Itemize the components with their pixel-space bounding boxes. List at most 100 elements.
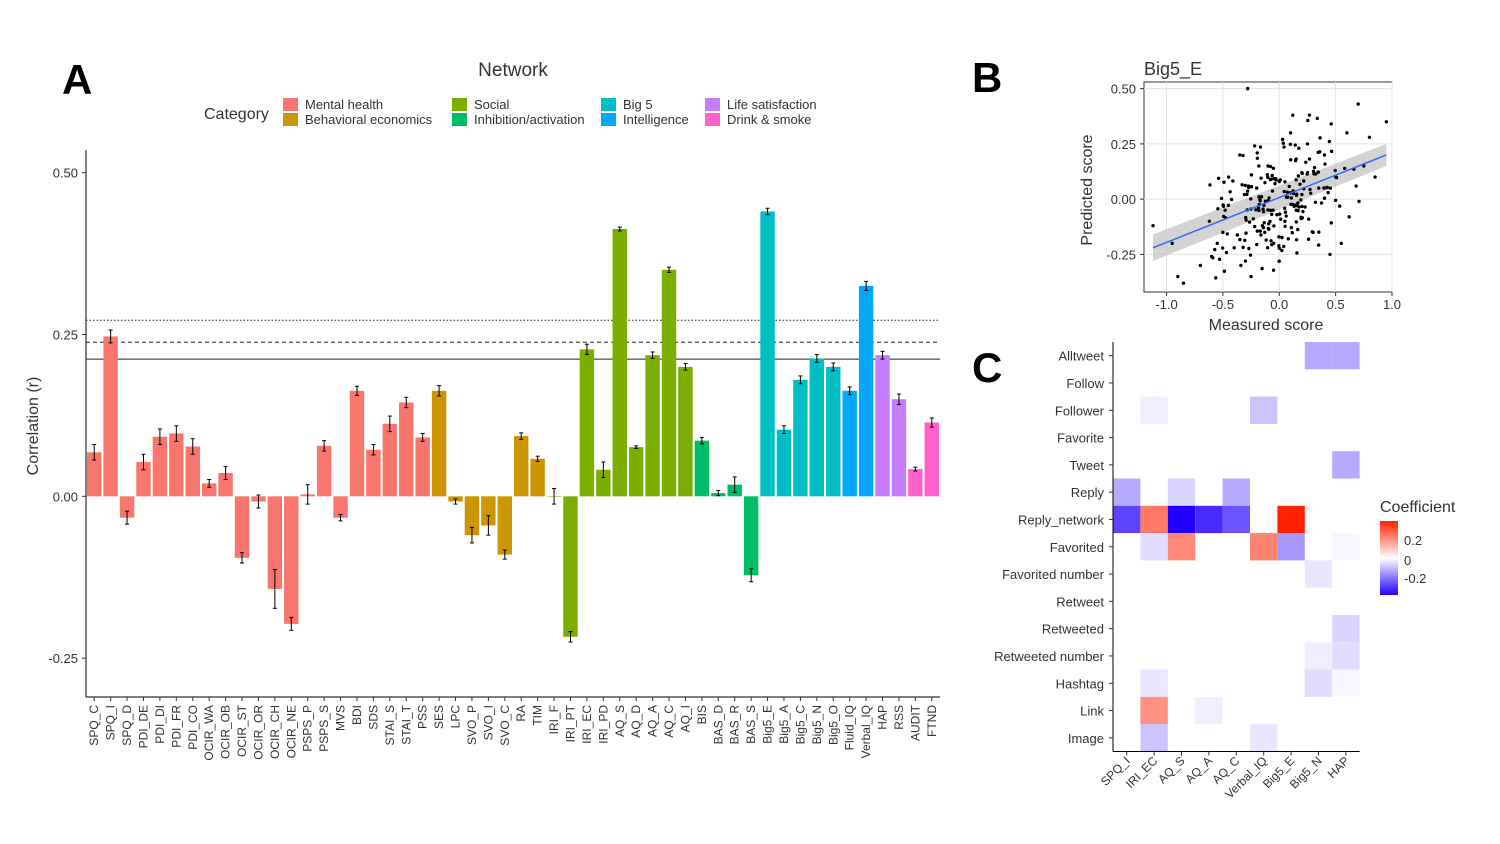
heatmap-cell: [1277, 505, 1305, 534]
legend-label: Inhibition/activation: [474, 112, 585, 127]
scatter-point: [1246, 86, 1250, 91]
x-tick-label: SVO_C: [498, 705, 512, 746]
fit-line: [1152, 154, 1387, 249]
scatter-point: [1300, 216, 1305, 220]
x-tick-label: PDI_CO: [186, 705, 200, 750]
scatter-point: [1338, 204, 1342, 208]
scatter-point: [1297, 146, 1301, 150]
row-label: Favorited: [1050, 540, 1104, 555]
scatter-point: [1265, 173, 1270, 177]
heatmap-cell: [1222, 505, 1250, 534]
scatter-point: [1305, 172, 1309, 176]
heatmap-cell: [1222, 478, 1250, 506]
x-tick-label: SES: [432, 705, 446, 729]
bar: [661, 269, 677, 497]
scatter-point: [1333, 168, 1337, 173]
scatter-point: [1280, 137, 1285, 142]
scatter-point: [1248, 253, 1253, 257]
row-label: Favorited number: [1002, 567, 1105, 582]
x-tick-label: BAS_D: [711, 705, 725, 745]
scatter-point: [1245, 192, 1249, 197]
bar: [431, 390, 447, 497]
scatter-point: [1241, 153, 1245, 158]
panel-label-c: C: [972, 344, 1002, 391]
scatter-point: [1213, 247, 1217, 252]
x-tick-label: PDI_DI: [153, 705, 167, 744]
scatter-point: [1259, 233, 1263, 237]
heatmap-cell: [1140, 505, 1168, 534]
y-tick-label: 0.25: [1111, 137, 1136, 152]
scatter-point: [1271, 268, 1276, 272]
scatter-point: [1283, 180, 1287, 184]
scatter-point: [1255, 186, 1259, 190]
row-label: Retweeted: [1042, 622, 1104, 637]
legend-label: Social: [474, 97, 510, 112]
scatter-point: [1257, 195, 1261, 199]
scatter-point: [1290, 231, 1295, 235]
x-tick-label: STAI_S: [383, 705, 397, 745]
scatter-point: [1334, 175, 1339, 180]
scatter-point: [1238, 153, 1242, 157]
y-axis-label: Correlation (r): [25, 377, 42, 476]
panel-label-b: B: [972, 54, 1002, 101]
bar: [628, 447, 644, 497]
x-tick-label: SDS: [366, 705, 380, 730]
scatter-point: [1295, 251, 1299, 255]
scatter-point: [1296, 201, 1300, 205]
legend-label: Big 5: [623, 97, 653, 112]
legend-swatch: [283, 98, 298, 111]
x-tick-label: TIM: [531, 705, 545, 726]
scatter-point: [1345, 131, 1349, 135]
scatter-point: [1254, 208, 1258, 212]
x-tick-label: SVO_I: [481, 705, 495, 740]
x-tick-label: SPQ_D: [120, 705, 134, 746]
scatter-point: [1239, 263, 1243, 268]
scatter-point: [1232, 246, 1236, 250]
legend-swatch: [452, 98, 467, 111]
scatter-point: [1319, 201, 1324, 205]
scatter-point: [1221, 230, 1225, 235]
bar: [760, 211, 775, 497]
scatter-point: [1271, 166, 1276, 170]
scatter-point: [1207, 219, 1212, 223]
bar: [119, 496, 135, 518]
x-tick-label: BAS_S: [744, 705, 758, 744]
scatter-point: [1243, 215, 1248, 220]
scatter-point: [1329, 149, 1334, 154]
row-label: Follower: [1055, 403, 1105, 418]
scatter-point: [1272, 176, 1276, 181]
scatter-point: [1294, 178, 1298, 182]
row-label: Follow: [1066, 376, 1104, 391]
bar: [875, 355, 890, 497]
scatter-point: [1243, 183, 1247, 188]
scatter-point: [1282, 145, 1286, 149]
panel-label-a: A: [62, 56, 92, 103]
x-tick-label: OCIR_ST: [235, 704, 249, 757]
scatter-point: [1198, 263, 1203, 268]
scatter-point: [1267, 222, 1271, 226]
row-label: Alltweet: [1058, 349, 1104, 364]
heatmap-cell: [1304, 669, 1333, 697]
scatter-point: [1245, 189, 1250, 193]
heatmap-cell: [1250, 533, 1278, 561]
scatter-point: [1287, 184, 1291, 189]
bar: [316, 445, 332, 497]
scatter-point: [1226, 203, 1231, 208]
bar: [169, 433, 184, 497]
bar: [743, 496, 759, 576]
scatter-point: [1181, 281, 1186, 285]
scatter-point: [1211, 256, 1215, 260]
scatter-point: [1270, 173, 1274, 178]
scatter-point: [1222, 180, 1226, 184]
bar: [776, 429, 792, 497]
scatter-point: [1242, 192, 1247, 197]
x-tick-label: PDI_DE: [136, 705, 150, 748]
scatter-point: [1277, 246, 1282, 250]
x-tick-label: OCIR_OR: [251, 705, 265, 760]
scatter-point: [1303, 205, 1307, 209]
scatter-point: [1289, 202, 1293, 207]
scatter-point: [1295, 192, 1299, 196]
scatter-point: [1269, 239, 1273, 243]
heatmap-cell: [1332, 451, 1360, 479]
scatter-point: [1357, 199, 1361, 204]
